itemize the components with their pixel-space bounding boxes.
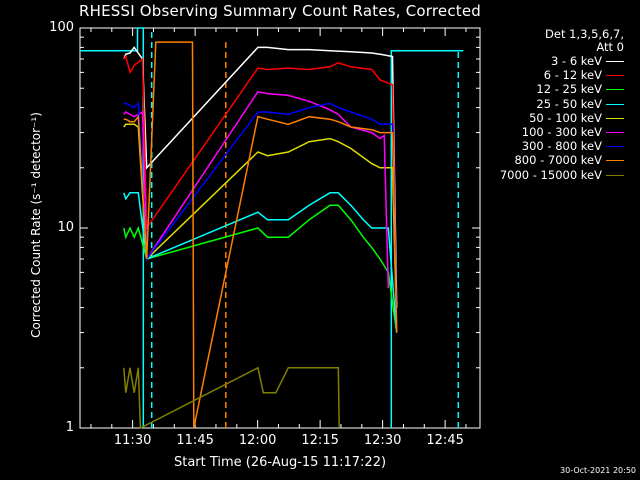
legend-label: 6 - 12 keV xyxy=(543,68,602,83)
legend-swatch xyxy=(606,131,624,133)
legend-item: 25 - 50 keV xyxy=(482,97,632,111)
legend-label: 50 - 100 keV xyxy=(529,110,602,125)
chart-title: RHESSI Observing Summary Count Rates, Co… xyxy=(78,2,481,20)
y-tick-label: 1 xyxy=(65,420,74,435)
legend-header-line-1: Det 1,3,5,6,7, xyxy=(545,27,624,41)
plot-frame xyxy=(79,27,481,429)
series-line-8 xyxy=(123,366,340,430)
legend-swatch xyxy=(606,117,624,119)
y-tick-label: 100 xyxy=(49,20,74,35)
legend-item: 12 - 25 keV xyxy=(482,82,632,96)
series-line-2 xyxy=(123,204,398,333)
legend-label: 100 - 300 keV xyxy=(521,124,602,139)
series-line-0 xyxy=(123,46,398,308)
legend-label: 800 - 7000 keV xyxy=(514,153,602,168)
legend-swatch xyxy=(606,146,624,148)
x-tick-label: 12:45 xyxy=(426,433,464,448)
flag-line-0 xyxy=(80,27,145,428)
legend-label: 7000 - 15000 keV xyxy=(499,167,602,182)
legend-label: 12 - 25 keV xyxy=(536,82,602,97)
series-line-7 xyxy=(123,41,398,429)
legend-header-line-2: Att 0 xyxy=(596,40,624,54)
x-tick-label: 11:30 xyxy=(113,433,152,448)
legend-label: 3 - 6 keV xyxy=(551,54,602,68)
y-axis-label: Corrected Count Rate (s⁻¹ detector⁻¹) xyxy=(29,112,43,338)
legend-swatch xyxy=(606,174,624,176)
legend-swatch xyxy=(606,75,624,77)
series-line-5 xyxy=(123,90,390,289)
legend: Det 1,3,5,6,7, Att 0 3 - 6 keV 6 - 12 keV… xyxy=(482,28,632,182)
legend-label: 25 - 50 keV xyxy=(536,96,602,111)
x-tick-label: 12:15 xyxy=(301,433,339,448)
legend-item: 7000 - 15000 keV xyxy=(482,168,632,182)
y-tick-label: 10 xyxy=(57,220,74,235)
legend-item: 3 - 6 keV xyxy=(482,54,632,68)
x-tick-label: 11:45 xyxy=(176,433,214,448)
legend-item: 50 - 100 keV xyxy=(482,111,632,125)
timestamp: 30-Oct-2021 20:50 xyxy=(560,466,636,475)
legend-swatch xyxy=(606,61,624,62)
series-line-1 xyxy=(123,54,398,333)
legend-item: 6 - 12 keV xyxy=(482,68,632,82)
series-line-4 xyxy=(123,123,398,333)
x-tick-label: 12:30 xyxy=(363,433,402,448)
x-axis-label: Start Time (26-Aug-15 11:17:22) xyxy=(173,455,387,470)
series-line-6 xyxy=(123,101,398,333)
legend-item: 800 - 7000 keV xyxy=(482,153,632,167)
legend-label: 300 - 800 keV xyxy=(521,139,602,154)
series-line-3 xyxy=(123,192,398,333)
legend-swatch xyxy=(606,160,624,162)
legend-swatch xyxy=(606,89,624,91)
legend-item: 300 - 800 keV xyxy=(482,139,632,153)
legend-swatch xyxy=(606,103,624,105)
x-tick-label: 12:00 xyxy=(238,433,277,448)
legend-item: 100 - 300 keV xyxy=(482,125,632,139)
flag-line-2 xyxy=(390,49,464,428)
